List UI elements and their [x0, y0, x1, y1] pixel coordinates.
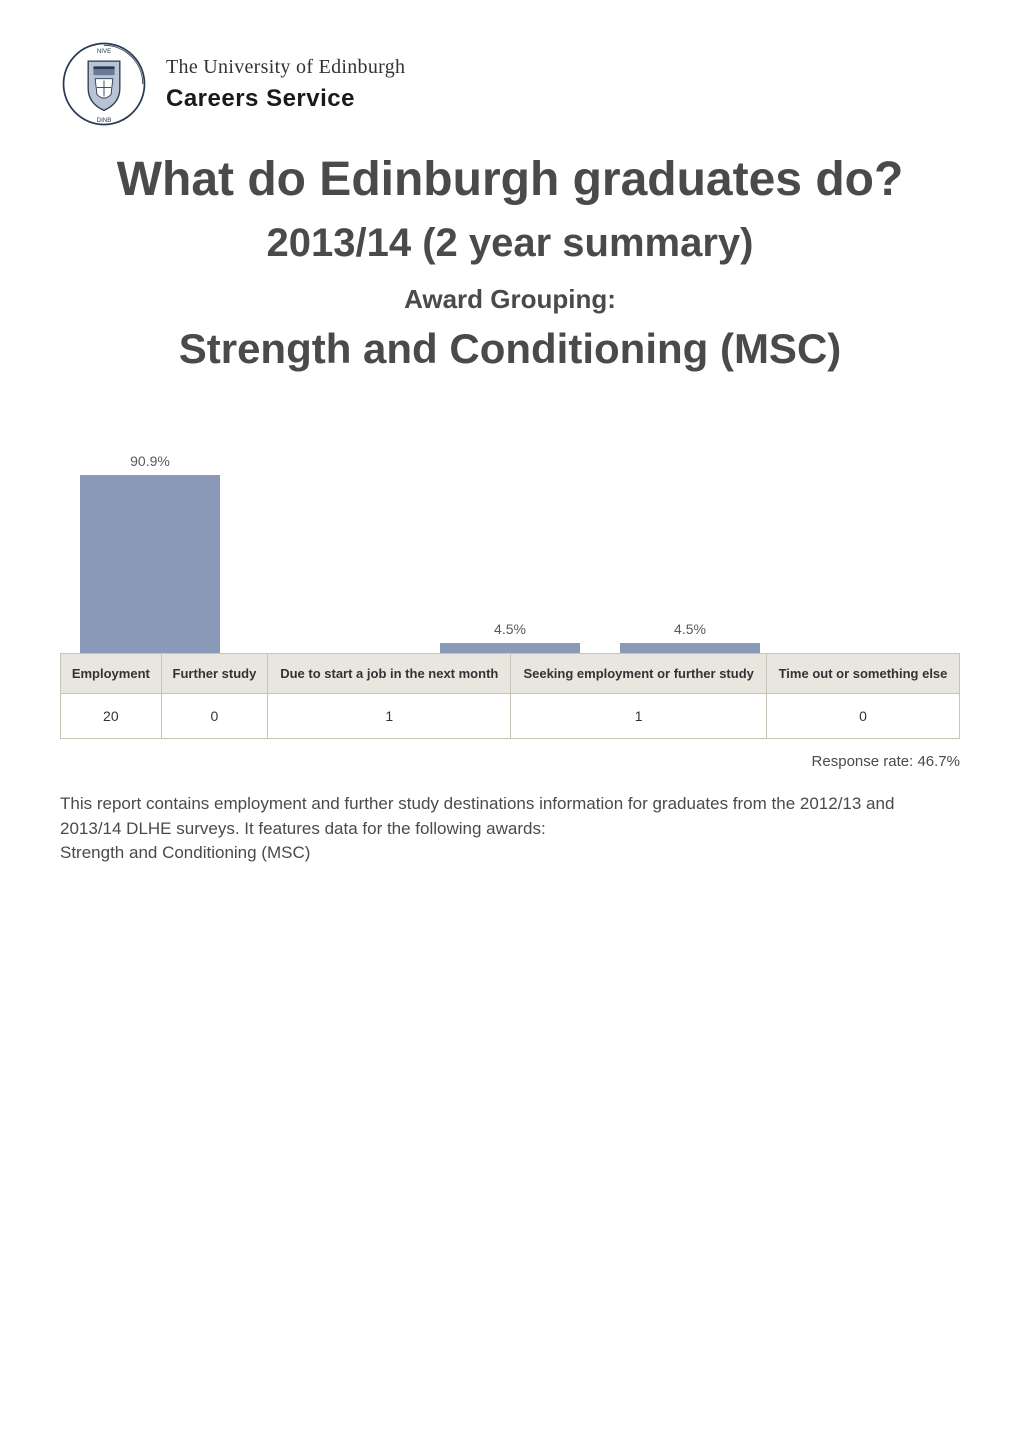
bar-label: 4.5% [674, 621, 706, 637]
header-text-block: The University of Edinburgh Careers Serv… [166, 56, 405, 113]
bar-label: 4.5% [494, 621, 526, 637]
university-name: The University of Edinburgh [166, 56, 405, 79]
cell-due-start: 1 [268, 694, 511, 739]
table-row: 20 0 1 1 0 [61, 694, 960, 739]
response-rate-label: Response rate: [812, 753, 914, 770]
crest-icon: NIVE DINB [60, 40, 148, 128]
description-para1: This report contains employment and furt… [60, 792, 960, 841]
award-grouping-label: Award Grouping: [60, 284, 960, 315]
main-title: What do Edinburgh graduates do? [60, 152, 960, 207]
bar-due-start [440, 643, 580, 653]
bar-chart: 90.9% 4.5% 4.5% Employment Further study… [60, 453, 960, 739]
response-rate: Response rate: 46.7% [60, 753, 960, 770]
table-header-row: Employment Further study Due to start a … [61, 654, 960, 694]
bar-group-seeking: 4.5% [600, 453, 780, 653]
bar-group-time-out [780, 453, 960, 653]
col-further-study: Further study [161, 654, 268, 694]
title-block: What do Edinburgh graduates do? 2013/14 … [60, 152, 960, 373]
award-grouping-name: Strength and Conditioning (MSC) [60, 325, 960, 373]
bar-group-due-start: 4.5% [420, 453, 600, 653]
col-due-start: Due to start a job in the next month [268, 654, 511, 694]
col-seeking: Seeking employment or further study [511, 654, 767, 694]
bar-group-employment: 90.9% [60, 453, 240, 653]
service-name: Careers Service [166, 85, 405, 113]
response-rate-value: 46.7% [917, 753, 960, 770]
col-employment: Employment [61, 654, 162, 694]
cell-time-out: 0 [766, 694, 959, 739]
description-para2: Strength and Conditioning (MSC) [60, 841, 960, 866]
bar-group-further-study [240, 453, 420, 653]
university-crest: NIVE DINB [60, 40, 148, 128]
col-time-out: Time out or something else [766, 654, 959, 694]
bar-seeking [620, 643, 760, 653]
svg-text:DINB: DINB [97, 117, 112, 124]
bar-label: 90.9% [130, 453, 170, 469]
cell-further-study: 0 [161, 694, 268, 739]
report-description: This report contains employment and furt… [60, 792, 960, 866]
bar-employment [80, 475, 220, 653]
summary-table: Employment Further study Due to start a … [60, 653, 960, 739]
year-summary: 2013/14 (2 year summary) [60, 221, 960, 266]
cell-seeking: 1 [511, 694, 767, 739]
bar-chart-bars: 90.9% 4.5% 4.5% [60, 453, 960, 653]
cell-employment: 20 [61, 694, 162, 739]
svg-text:NIVE: NIVE [97, 48, 111, 55]
page-header: NIVE DINB The University of Edinburgh Ca… [60, 40, 960, 128]
